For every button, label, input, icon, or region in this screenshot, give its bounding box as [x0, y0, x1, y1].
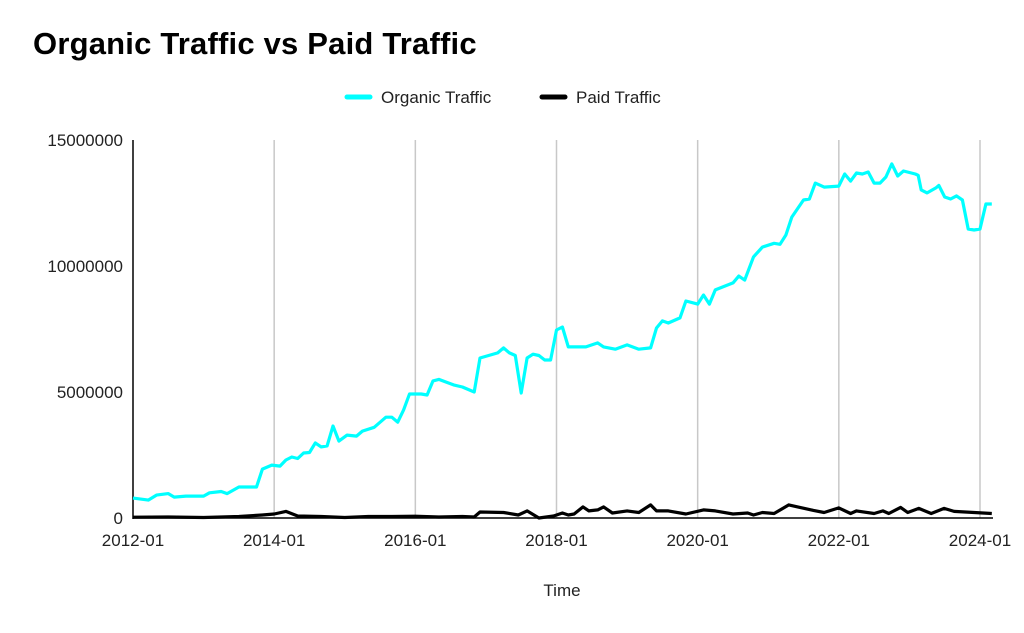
axes — [132, 140, 993, 519]
organic-traffic-line — [132, 162, 992, 502]
x-tick-label: 2024-01 — [949, 531, 1011, 550]
x-tick-label: 2016-01 — [384, 531, 446, 550]
paid-traffic-line — [132, 503, 992, 520]
x-tick-label: 2018-01 — [525, 531, 587, 550]
x-tick-label: 2020-01 — [666, 531, 728, 550]
x-tick-label: 2014-01 — [243, 531, 305, 550]
gridlines — [273, 140, 981, 518]
legend-label-organic: Organic Traffic — [381, 88, 492, 107]
y-tick-label: 0 — [114, 509, 123, 528]
y-tick-label: 15000000 — [47, 131, 123, 150]
x-axis-label: Time — [543, 581, 580, 600]
tick-labels: 2012-01 2014-01 2016-01 2018-01 2020-01 2022-… — [47, 131, 1011, 550]
x-tick-label: 2022-01 — [808, 531, 870, 550]
legend-label-paid: Paid Traffic — [576, 88, 661, 107]
legend: Organic Traffic Paid Traffic — [344, 88, 661, 107]
y-tick-label: 5000000 — [57, 383, 123, 402]
y-tick-label: 10000000 — [47, 257, 123, 276]
series-lines — [132, 162, 992, 520]
x-tick-label: 2012-01 — [102, 531, 164, 550]
chart-title: Organic Traffic vs Paid Traffic — [33, 26, 477, 61]
